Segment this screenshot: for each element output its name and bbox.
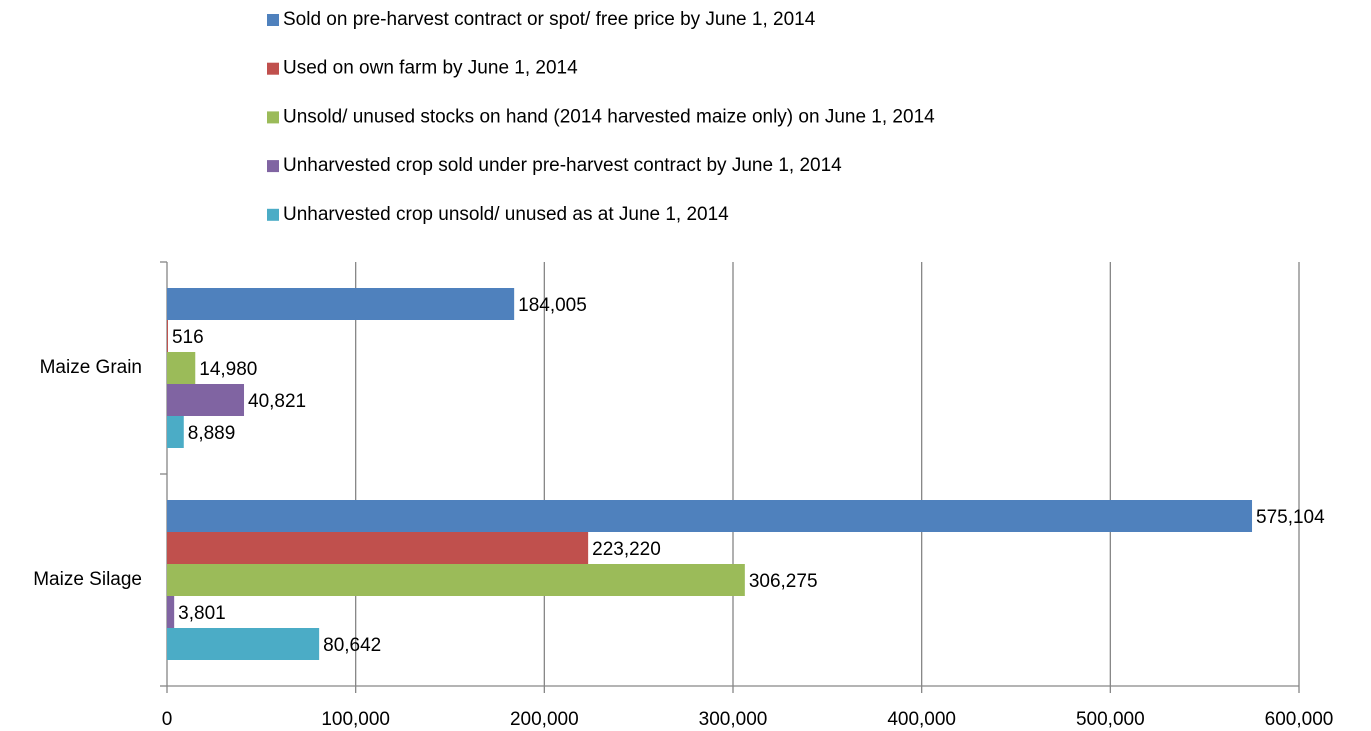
data-label: 516 [172, 327, 204, 348]
legend-swatch [267, 208, 279, 221]
legend-label: Used on own farm by June 1, 2014 [283, 58, 578, 79]
x-tick-label: 200,000 [510, 709, 579, 730]
bar [167, 532, 589, 564]
legend-swatch [267, 14, 279, 26]
bar [167, 564, 745, 596]
data-label: 8,889 [188, 423, 236, 444]
y-tick-label: Maize Silage [33, 569, 142, 590]
x-tick-label: 300,000 [699, 709, 768, 730]
bar [167, 628, 320, 660]
bar [167, 384, 245, 416]
bar [167, 320, 168, 352]
bar [167, 352, 196, 384]
legend-swatch [267, 62, 279, 75]
x-tick-label: 0 [162, 709, 173, 730]
data-label: 184,005 [518, 295, 587, 316]
x-tick-label: 500,000 [1076, 709, 1145, 730]
bar [167, 500, 1253, 532]
data-label: 14,980 [199, 359, 257, 380]
legend-label: Sold on pre-harvest contract or spot/ fr… [283, 9, 816, 30]
y-tick-label: Maize Grain [40, 357, 142, 378]
data-label: 306,275 [749, 571, 818, 592]
data-label: 80,642 [323, 635, 381, 656]
data-label: 40,821 [248, 391, 306, 412]
legend-label: Unharvested crop unsold/ unused as at Ju… [283, 204, 729, 225]
legend-swatch [267, 160, 279, 173]
data-label: 223,220 [592, 539, 661, 560]
x-tick-label: 600,000 [1265, 709, 1334, 730]
legend-label: Unharvested crop sold under pre-harvest … [283, 155, 842, 176]
x-tick-label: 100,000 [321, 709, 390, 730]
data-label: 3,801 [178, 603, 226, 624]
legend-label: Unsold/ unused stocks on hand (2014 harv… [283, 106, 935, 127]
bar [167, 288, 515, 320]
bar [167, 416, 184, 448]
x-tick-label: 400,000 [887, 709, 956, 730]
bar [167, 596, 175, 628]
data-label: 575,104 [1256, 507, 1325, 528]
legend-swatch [267, 111, 279, 124]
